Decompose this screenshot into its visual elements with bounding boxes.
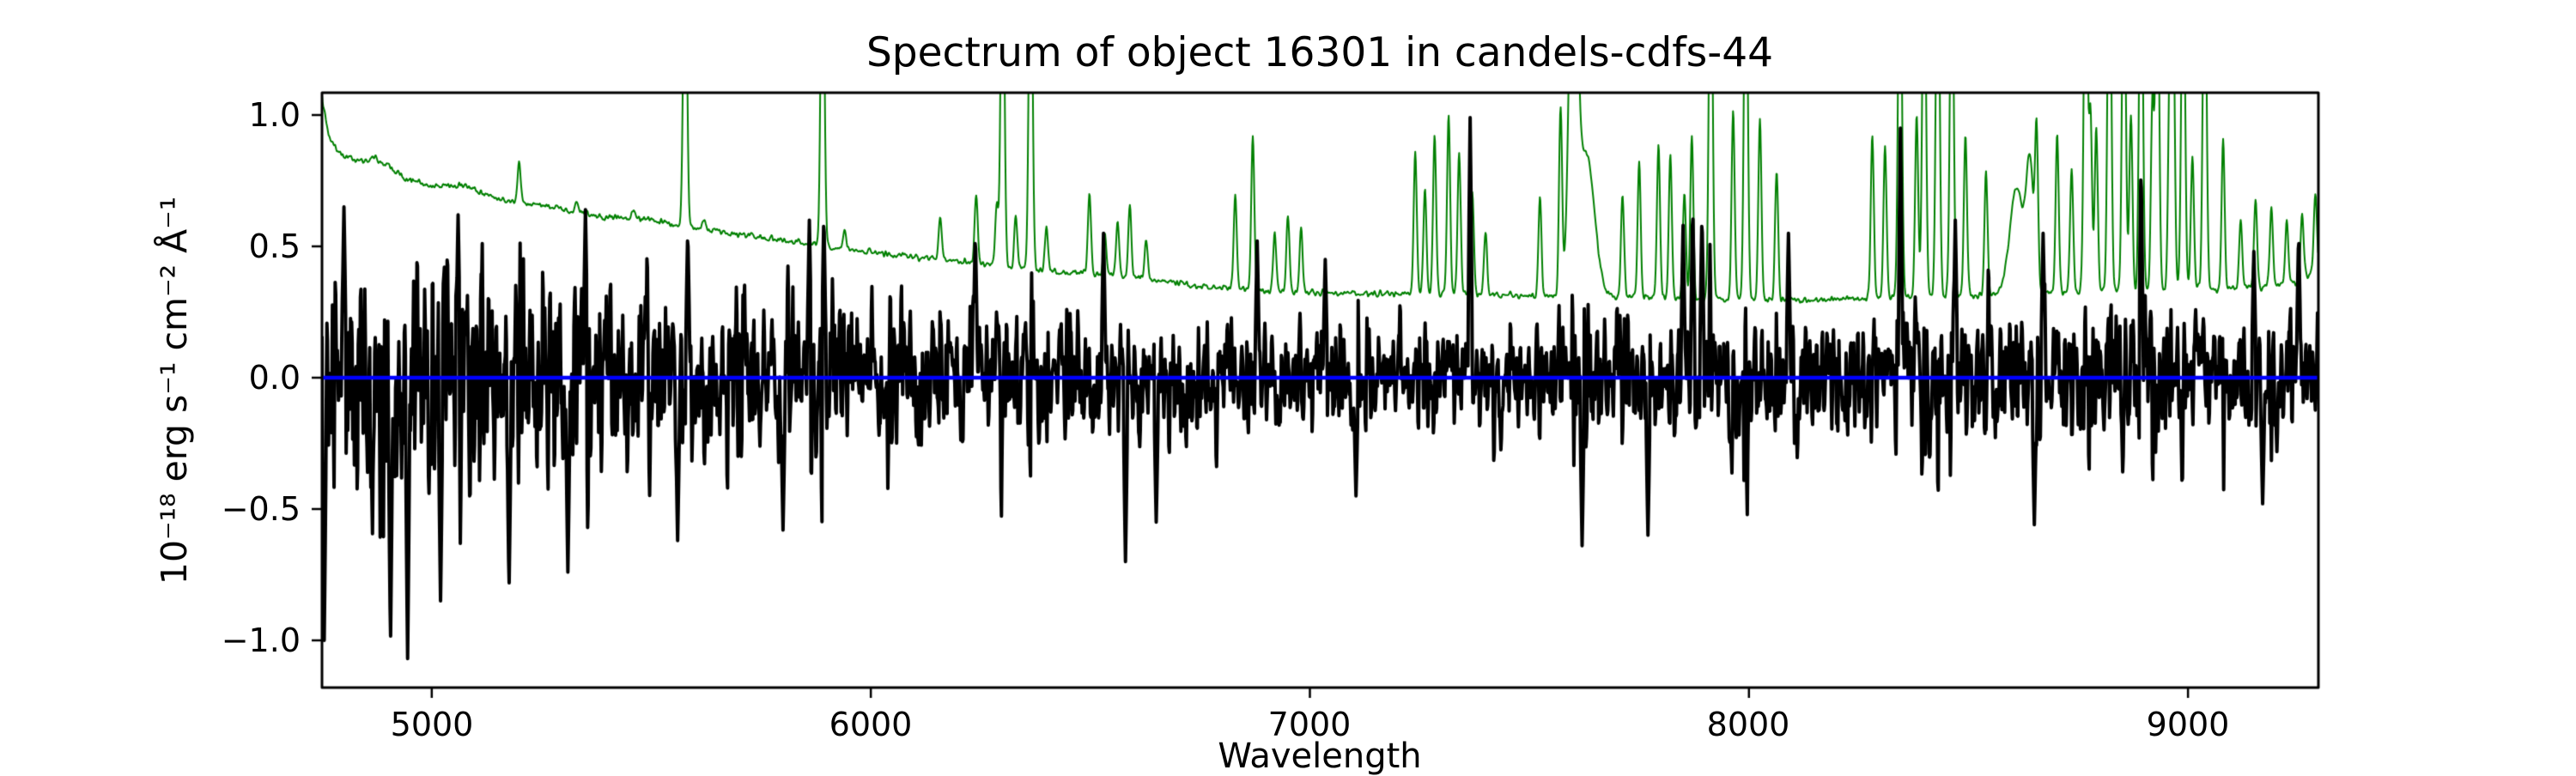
y-tick-label-1.0: 1.0 xyxy=(248,96,301,134)
y-tick-label-0.5: 0.5 xyxy=(248,227,301,265)
x-tick-label-5000: 5000 xyxy=(390,706,474,743)
x-tick-label-8000: 8000 xyxy=(1706,706,1790,743)
y-tick-label-neg1.0: −1.0 xyxy=(221,621,301,659)
x-tick-label-7000: 7000 xyxy=(1267,706,1352,743)
chart-title: Spectrum of object 16301 in candels-cdfs… xyxy=(866,29,1774,76)
x-axis-label: Wavelength xyxy=(1218,737,1422,776)
y-tick-label-neg0.5: −0.5 xyxy=(221,490,301,528)
x-tick-label-6000: 6000 xyxy=(829,706,913,743)
y-tick-label-0.0: 0.0 xyxy=(248,359,301,397)
x-tick-label-9000: 9000 xyxy=(2146,706,2230,743)
